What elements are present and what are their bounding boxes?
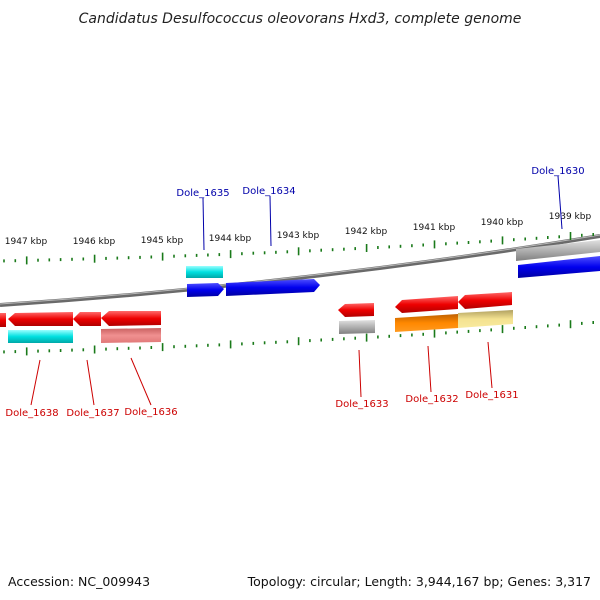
accession-text: Accession: NC_009943 [8,574,150,589]
gene-dole-1634[interactable] [226,279,320,296]
tick-label: 1947 kbp [5,237,48,247]
leader-line [427,345,432,393]
gene-dole-1630-gray[interactable] [516,240,600,261]
gene-label-dole-1632[interactable]: Dole_1632 [405,394,458,405]
leader-line [202,197,205,251]
leader-line [130,357,152,406]
gene-labels: Dole_1635 Dole_1634 Dole_1630 Dole_1638 … [5,166,584,419]
gene-dole-1630[interactable] [518,256,600,278]
tick-row-top [3,232,595,265]
tick-label: 1943 kbp [277,231,320,241]
tick-label: 1946 kbp [73,237,116,247]
gene-dole-1633-red[interactable] [338,303,374,317]
gene-arrow[interactable] [187,283,224,297]
tick-label: 1940 kbp [481,218,524,228]
tick-row-bottom [3,320,595,356]
gene-dole-1632[interactable] [395,314,458,332]
gene-dole-1631-red[interactable] [458,292,512,309]
gene-label-dole-1637[interactable]: Dole_1637 [66,408,119,419]
gene-dole-1638[interactable] [8,330,73,343]
gene-dole-1635[interactable] [186,266,223,278]
forward-strand-genes [186,240,600,297]
gene-label-dole-1630[interactable]: Dole_1630 [531,166,584,177]
gene-dole-1633[interactable] [339,320,375,334]
leader-line [30,359,41,406]
leader-line [487,341,493,389]
leader-lines [30,175,563,406]
gene-dole-1638-red[interactable] [8,312,73,326]
gene-label-dole-1631[interactable]: Dole_1631 [465,390,518,401]
gene-label-dole-1636[interactable]: Dole_1636 [124,407,177,418]
tick-label: 1945 kbp [141,236,184,246]
gene-dole-1637[interactable] [73,312,101,326]
tick-label: 1942 kbp [345,227,388,237]
tick-label: 1944 kbp [209,234,252,244]
gene-dole-1631[interactable] [458,310,513,328]
gene-label-dole-1638[interactable]: Dole_1638 [5,408,58,419]
tick-labels: 1947 kbp 1946 kbp 1945 kbp 1944 kbp 1943… [5,212,592,247]
leader-line [86,359,95,406]
tick-label: 1939 kbp [549,212,592,222]
leader-line [358,349,362,398]
gene-dole-1632-red[interactable] [395,296,458,313]
map-title: Candidatus Desulfococcus oleovorans Hxd3… [79,11,522,27]
leader-line [557,175,563,230]
genome-summary-text: Topology: circular; Length: 3,944,167 bp… [247,574,591,589]
leader-line [269,195,272,247]
gene-dole-1636-red[interactable] [101,311,161,326]
gene-label-dole-1633[interactable]: Dole_1633 [335,399,388,410]
gene-arrow[interactable] [0,313,6,327]
gene-label-dole-1634[interactable]: Dole_1634 [242,186,295,197]
gene-label-dole-1635[interactable]: Dole_1635 [176,188,229,199]
gene-dole-1636[interactable] [101,328,161,343]
genome-backbone-highlight [0,234,600,305]
reverse-strand-genes [0,292,513,343]
tick-label: 1941 kbp [413,223,456,233]
